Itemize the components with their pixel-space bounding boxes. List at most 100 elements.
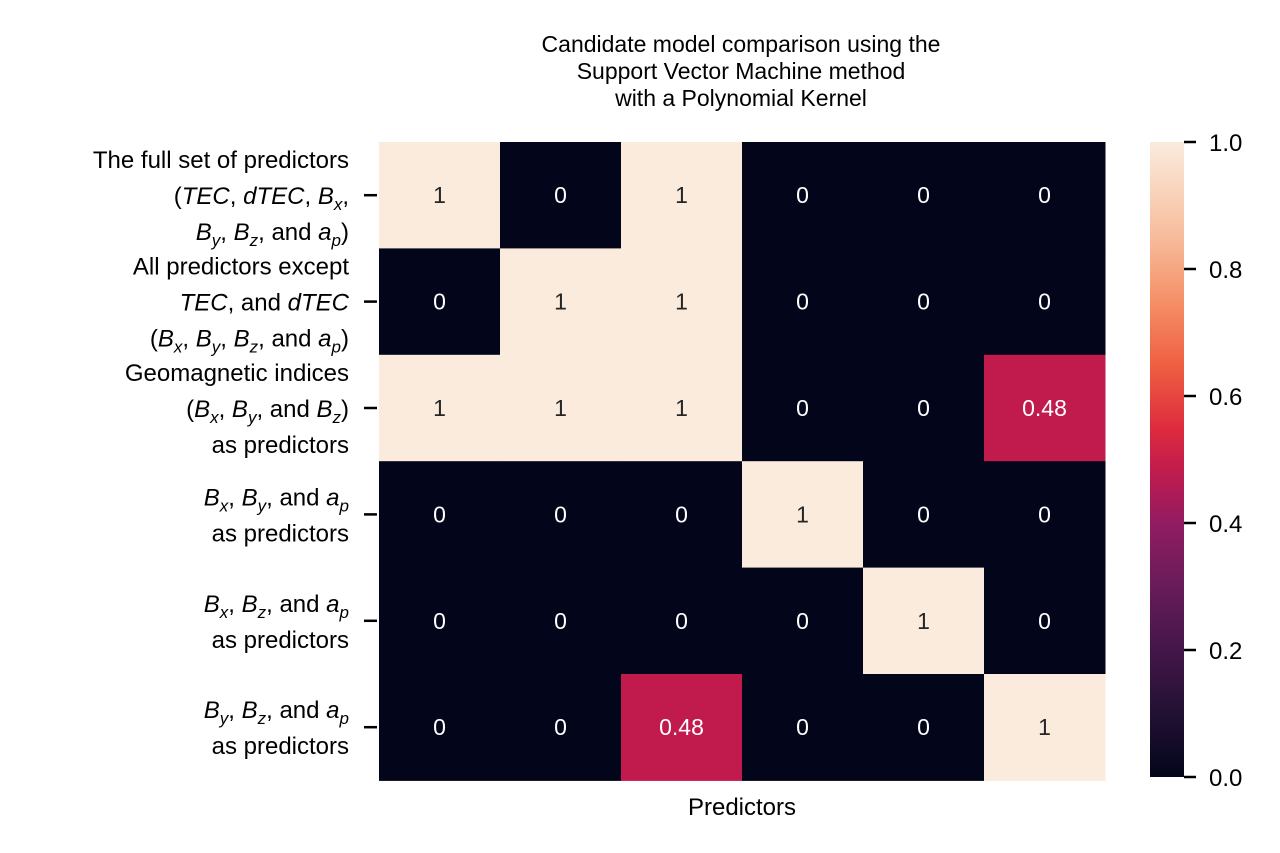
heatmap-cell bbox=[863, 248, 985, 356]
title-line: with a Polynomial Kernel bbox=[614, 85, 867, 111]
heatmap-cell bbox=[984, 142, 1106, 249]
row-label-line: as predictors bbox=[212, 733, 349, 760]
row-label-line: (Bx​, By​, Bz​, and ap​) bbox=[150, 326, 349, 357]
cell-value-label: 0 bbox=[554, 182, 567, 208]
cell-value-label: 1 bbox=[554, 289, 567, 315]
heatmap-cell bbox=[742, 674, 864, 781]
heatmap-cell bbox=[621, 354, 743, 462]
heatmap-cell bbox=[379, 461, 501, 569]
title-line: Support Vector Machine method bbox=[577, 58, 906, 84]
heatmap-cell bbox=[863, 354, 985, 462]
chart-title: Candidate model comparison using theSupp… bbox=[542, 31, 941, 111]
x-axis-label: Predictors bbox=[688, 794, 796, 821]
colorbar-gradient bbox=[1150, 142, 1184, 777]
row-label-line: as predictors bbox=[212, 627, 349, 654]
colorbar-tick-label: 0.4 bbox=[1209, 511, 1242, 538]
row-label-line: (TEC, dTEC, Bx​, bbox=[174, 183, 349, 214]
heatmap-cell bbox=[379, 354, 501, 462]
row-label-line: By​, Bz​, and ap​) bbox=[196, 219, 349, 250]
heatmap-cell bbox=[500, 142, 622, 249]
cell-value-label: 0 bbox=[554, 501, 567, 527]
cell-value-label: 1 bbox=[675, 395, 688, 421]
cell-value-label: 0 bbox=[1038, 608, 1051, 634]
heatmap-cell bbox=[984, 674, 1106, 781]
heatmap-cell bbox=[984, 567, 1106, 675]
heatmap-cells: 1 0 1 0 0 0 0 1 1 0 0 0 1 1 1 0 0 0.48 0 0 0 1 0 0 0 0 0 0 1 0 0 0 0.48 0… bbox=[379, 142, 1106, 781]
heatmap-cell bbox=[863, 461, 985, 569]
row-labels: The full set of predictors (TEC, dTEC, Bx… bbox=[93, 147, 377, 760]
cell-value-label: 0.48 bbox=[1022, 395, 1067, 421]
row-label-line: By​, Bz​, and ap​ bbox=[204, 697, 349, 728]
cell-value-label: 0 bbox=[917, 289, 930, 315]
heatmap-cell bbox=[500, 567, 622, 675]
cell-value-label: 1 bbox=[554, 395, 567, 421]
heatmap-cell bbox=[500, 461, 622, 569]
cell-value-label: 0 bbox=[433, 289, 446, 315]
heatmap-cell bbox=[742, 567, 864, 675]
cell-value-label: 0 bbox=[1038, 289, 1051, 315]
heatmap-cell bbox=[379, 248, 501, 356]
heatmap-cell bbox=[863, 674, 985, 781]
row-label-line: as predictors bbox=[212, 432, 349, 459]
cell-value-label: 0 bbox=[554, 608, 567, 634]
heatmap-cell bbox=[379, 567, 501, 675]
cell-value-label: 0 bbox=[796, 714, 809, 740]
heatmap-cell bbox=[863, 567, 985, 675]
heatmap-cell bbox=[621, 142, 743, 249]
cell-value-label: 0 bbox=[917, 714, 930, 740]
row-label-line: (Bx​, By​, and Bz​) bbox=[186, 396, 349, 427]
heatmap-cell bbox=[984, 354, 1106, 462]
colorbar-tick-label: 0.6 bbox=[1209, 384, 1242, 411]
cell-value-label: 0.48 bbox=[659, 714, 704, 740]
heatmap-cell bbox=[984, 248, 1106, 356]
cell-value-label: 1 bbox=[796, 501, 809, 527]
heatmap-cell bbox=[621, 567, 743, 675]
cell-value-label: 1 bbox=[1038, 714, 1051, 740]
heatmap-cell bbox=[742, 354, 864, 462]
cell-value-label: 0 bbox=[433, 714, 446, 740]
heatmap-cell bbox=[500, 248, 622, 356]
cell-value-label: 1 bbox=[675, 289, 688, 315]
heatmap-cell bbox=[379, 674, 501, 781]
cell-value-label: 1 bbox=[433, 395, 446, 421]
colorbar: 0.0 0.2 0.4 0.6 0.8 1.0 bbox=[1150, 130, 1242, 792]
cell-value-label: 0 bbox=[796, 289, 809, 315]
row-label-line: Bx​, By​, and ap​ bbox=[204, 484, 349, 515]
cell-value-label: 0 bbox=[1038, 182, 1051, 208]
cell-value-label: 1 bbox=[917, 608, 930, 634]
cell-value-label: 0 bbox=[675, 608, 688, 634]
heatmap-cell bbox=[621, 248, 743, 356]
heatmap-cell bbox=[621, 674, 743, 781]
cell-value-label: 0 bbox=[554, 714, 567, 740]
colorbar-tick-label: 0.8 bbox=[1209, 257, 1242, 284]
colorbar-tick-label: 1.0 bbox=[1209, 130, 1242, 157]
row-label-line: Geomagnetic indices bbox=[125, 360, 349, 387]
cell-value-label: 0 bbox=[796, 608, 809, 634]
row-label-line: All predictors except bbox=[133, 254, 349, 281]
row-label-line: TEC, and dTEC bbox=[180, 290, 350, 317]
cell-value-label: 1 bbox=[675, 182, 688, 208]
colorbar-tick-label: 0.0 bbox=[1209, 765, 1242, 792]
title-line: Candidate model comparison using the bbox=[542, 31, 941, 57]
row-label-line: as predictors bbox=[212, 520, 349, 547]
heatmap-cell bbox=[379, 142, 501, 249]
heatmap-cell bbox=[742, 461, 864, 569]
heatmap-cell bbox=[984, 461, 1106, 569]
row-label-line: The full set of predictors bbox=[93, 147, 349, 174]
heatmap-cell bbox=[863, 142, 985, 249]
cell-value-label: 0 bbox=[675, 501, 688, 527]
heatmap-cell bbox=[742, 248, 864, 356]
row-label-line: Bx​, Bz​, and ap​ bbox=[204, 591, 349, 622]
cell-value-label: 0 bbox=[796, 395, 809, 421]
heatmap-cell bbox=[742, 142, 864, 249]
heatmap-cell bbox=[621, 461, 743, 569]
cell-value-label: 1 bbox=[433, 182, 446, 208]
heatmap-cell bbox=[500, 674, 622, 781]
heatmap-cell bbox=[500, 354, 622, 462]
cell-value-label: 0 bbox=[796, 182, 809, 208]
cell-value-label: 0 bbox=[917, 182, 930, 208]
colorbar-tick-label: 0.2 bbox=[1209, 638, 1242, 665]
cell-value-label: 0 bbox=[917, 395, 930, 421]
cell-value-label: 0 bbox=[1038, 501, 1051, 527]
